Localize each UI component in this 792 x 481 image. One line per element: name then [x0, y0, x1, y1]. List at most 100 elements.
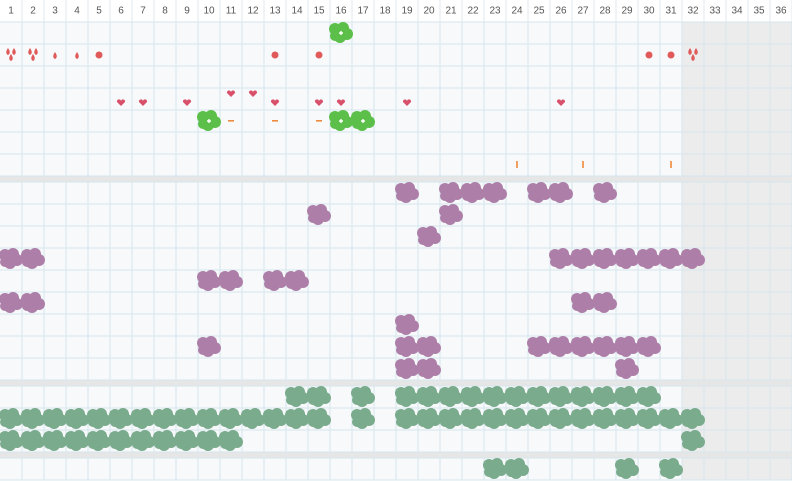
dash-icon [316, 120, 322, 122]
blob [21, 430, 45, 451]
blob [197, 110, 221, 131]
column-label: 25 [533, 6, 545, 17]
blob-part [550, 395, 560, 405]
blob [329, 110, 353, 131]
blob-part [330, 31, 340, 41]
blob [439, 182, 463, 203]
blob-part [638, 345, 648, 355]
blob [197, 430, 221, 451]
blob [0, 248, 23, 269]
blob [593, 336, 617, 357]
blob [153, 430, 177, 451]
blob [549, 248, 573, 269]
blob [65, 430, 89, 451]
heart-icon [270, 99, 280, 106]
blob [21, 248, 45, 269]
blob [175, 408, 199, 429]
blob [615, 358, 639, 379]
blob [615, 408, 639, 429]
blob [21, 292, 45, 313]
blob [0, 430, 23, 451]
blob-part [594, 257, 604, 267]
blob [131, 408, 155, 429]
disabled-columns [682, 182, 792, 380]
blob-part [308, 417, 318, 427]
blob [527, 182, 551, 203]
blob-part [638, 417, 648, 427]
blob [527, 408, 551, 429]
blob [637, 386, 661, 407]
blob-part [154, 417, 164, 427]
blob [351, 408, 375, 429]
heart-icon [182, 99, 192, 106]
blob-part [264, 417, 274, 427]
blob [285, 270, 309, 291]
column-label: 31 [665, 6, 677, 17]
blob [681, 430, 705, 451]
blob-part [352, 417, 362, 427]
dot-icon [95, 51, 103, 59]
blob-part [0, 257, 10, 267]
blob [0, 292, 23, 313]
heart-icon [336, 99, 346, 106]
column-label: 34 [731, 6, 743, 17]
column-label: 13 [269, 6, 281, 17]
blob-part [528, 191, 538, 201]
heart-icon [402, 99, 412, 106]
blob-part [220, 279, 230, 289]
blob-part [572, 345, 582, 355]
blob-part [572, 395, 582, 405]
blob [593, 408, 617, 429]
blob [439, 386, 463, 407]
blob [615, 248, 639, 269]
blob-part [198, 417, 208, 427]
blob-part [550, 345, 560, 355]
blob [549, 408, 573, 429]
blob [527, 386, 551, 407]
blob-part [22, 439, 32, 449]
dot-icon [315, 51, 323, 59]
blob-part [286, 417, 296, 427]
column-label: 29 [621, 6, 633, 17]
blob [87, 408, 111, 429]
blob-part [0, 301, 10, 311]
column-label: 2 [30, 6, 36, 17]
blob [483, 458, 507, 479]
blob-part [572, 301, 582, 311]
blob [483, 408, 507, 429]
column-label: 16 [335, 6, 347, 17]
tick-icon [516, 161, 518, 168]
blob-part [594, 191, 604, 201]
heart-icon [248, 90, 258, 97]
blob [285, 408, 309, 429]
blob-part [220, 417, 230, 427]
blob-part [440, 417, 450, 427]
blob-part [110, 417, 120, 427]
column-label: 24 [511, 6, 523, 17]
blob [43, 408, 67, 429]
blob [131, 430, 155, 451]
blob-part [22, 301, 32, 311]
column-label: 32 [687, 6, 699, 17]
blob-part [550, 257, 560, 267]
heart-icon [138, 99, 148, 106]
blob-part [396, 395, 406, 405]
drop-icon [53, 52, 57, 59]
blob-symbol [339, 119, 343, 123]
blob [395, 386, 419, 407]
dash-icon [228, 120, 234, 122]
column-label: 9 [184, 6, 190, 17]
blob-part [132, 417, 142, 427]
blob [439, 204, 463, 225]
column-label: 12 [247, 6, 259, 17]
tick-icon [582, 161, 584, 168]
blob-part [286, 279, 296, 289]
blob-part [396, 417, 406, 427]
blob-part [550, 417, 560, 427]
blob [549, 336, 573, 357]
blob-part [484, 395, 494, 405]
column-label: 21 [445, 6, 457, 17]
drop-icon [9, 54, 13, 61]
blob-part [616, 367, 626, 377]
heart-icon [226, 90, 236, 97]
